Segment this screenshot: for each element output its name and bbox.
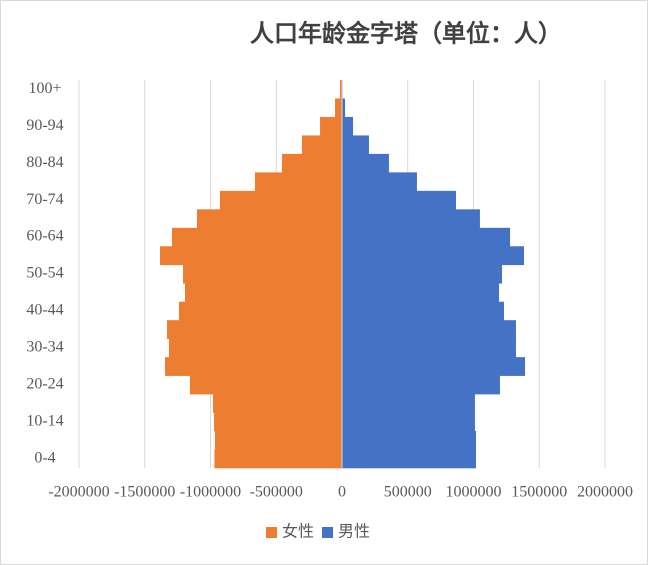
y-tick-label: 50-54 bbox=[26, 265, 63, 282]
bar bbox=[342, 246, 524, 266]
bar bbox=[214, 431, 342, 450]
bar bbox=[214, 449, 342, 469]
bar bbox=[171, 227, 342, 247]
bar bbox=[166, 320, 342, 339]
bar bbox=[342, 375, 500, 395]
bar bbox=[214, 412, 342, 432]
legend-swatch bbox=[322, 527, 334, 538]
bar bbox=[302, 135, 342, 155]
x-tick-label: -1500000 bbox=[114, 484, 175, 501]
y-tick-label: 30-34 bbox=[26, 339, 63, 356]
legend-label: 女性 bbox=[282, 522, 314, 541]
bar bbox=[342, 190, 457, 210]
bar bbox=[342, 135, 369, 155]
bar bbox=[342, 357, 526, 376]
bar bbox=[160, 246, 342, 266]
bar bbox=[342, 264, 503, 284]
y-tick-label: 10-14 bbox=[26, 412, 63, 429]
legend-label: 男性 bbox=[338, 523, 370, 541]
y-tick-label: 0-4 bbox=[34, 449, 55, 466]
bar bbox=[342, 412, 475, 432]
bar bbox=[342, 320, 516, 339]
x-tick-label: 500000 bbox=[384, 484, 432, 501]
bar bbox=[219, 190, 342, 210]
bar bbox=[342, 301, 505, 321]
bar bbox=[342, 431, 476, 450]
bar bbox=[254, 172, 342, 192]
y-tick-label: 90-94 bbox=[26, 117, 63, 134]
bar bbox=[178, 301, 342, 321]
y-tick-label: 80-84 bbox=[26, 154, 63, 171]
bar bbox=[282, 153, 342, 173]
bar bbox=[165, 357, 342, 376]
bar bbox=[320, 116, 342, 136]
y-tick-label: 70-74 bbox=[26, 191, 63, 208]
bar bbox=[342, 98, 346, 118]
bar bbox=[342, 394, 475, 413]
bar bbox=[335, 98, 342, 118]
x-tick-label: 0 bbox=[338, 484, 346, 501]
x-tick-label: 1000000 bbox=[446, 484, 502, 501]
x-tick-label: 2000000 bbox=[577, 484, 633, 501]
legend-swatch bbox=[266, 527, 277, 538]
y-tick-label: 60-64 bbox=[26, 228, 63, 245]
bar bbox=[168, 338, 342, 358]
x-tick-label: -1000000 bbox=[180, 484, 241, 501]
bar bbox=[342, 338, 516, 358]
y-tick-label: 20-24 bbox=[26, 376, 63, 393]
bar bbox=[189, 375, 342, 395]
bar bbox=[342, 227, 511, 247]
bar bbox=[212, 394, 342, 413]
x-tick-label: -2000000 bbox=[48, 484, 109, 501]
bar bbox=[342, 172, 417, 192]
bar bbox=[183, 264, 342, 284]
bar bbox=[342, 283, 500, 303]
x-tick-label: -500000 bbox=[250, 484, 303, 501]
bar bbox=[342, 449, 476, 469]
bar bbox=[342, 153, 389, 173]
y-tick-label: 40-44 bbox=[26, 302, 63, 319]
x-tick-label: 1500000 bbox=[511, 484, 567, 501]
bar bbox=[340, 80, 342, 99]
bar bbox=[342, 209, 480, 229]
chart-title: 人口年龄金字塔（单位：人） bbox=[250, 20, 562, 48]
bar bbox=[196, 209, 342, 229]
bar bbox=[342, 116, 354, 136]
y-tick-label: 100+ bbox=[28, 80, 61, 97]
bar bbox=[184, 283, 342, 303]
